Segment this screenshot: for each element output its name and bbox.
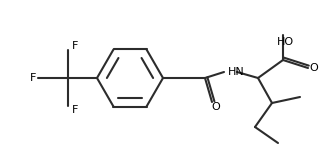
Text: F: F <box>72 105 78 115</box>
Text: HN: HN <box>228 67 245 77</box>
Text: HO: HO <box>276 37 293 47</box>
Text: F: F <box>30 73 36 83</box>
Text: O: O <box>310 63 318 73</box>
Text: F: F <box>72 41 78 51</box>
Text: O: O <box>212 102 220 112</box>
